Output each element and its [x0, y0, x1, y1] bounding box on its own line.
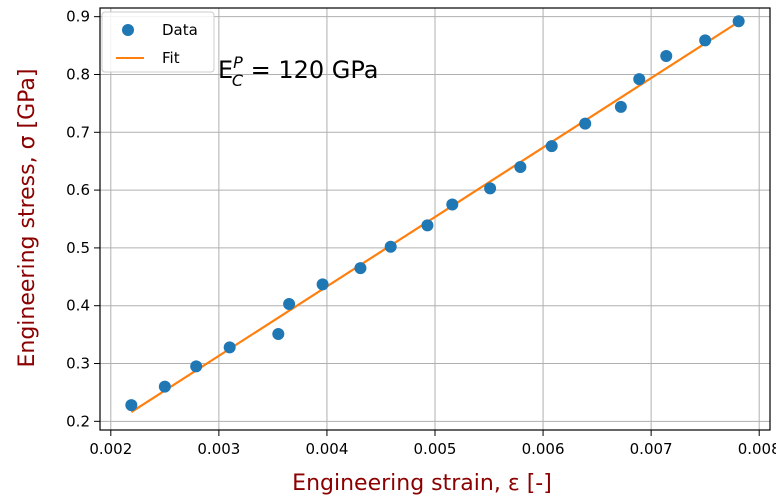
- x-tick-label: 0.007: [630, 440, 673, 458]
- data-point: [354, 262, 367, 275]
- y-tick-label: 0.5: [66, 239, 90, 257]
- y-tick-label: 0.8: [66, 65, 90, 83]
- data-point: [158, 380, 171, 393]
- data-series: [125, 15, 745, 412]
- y-tick-label: 0.6: [66, 181, 90, 199]
- y-tick-label: 0.2: [66, 412, 90, 430]
- data-point: [421, 219, 434, 232]
- x-tick-label: 0.003: [197, 440, 240, 458]
- data-point: [125, 399, 138, 412]
- data-point: [446, 198, 459, 211]
- data-point: [699, 34, 712, 47]
- annotation-superscript: P: [233, 53, 243, 72]
- data-point: [660, 49, 673, 62]
- data-point: [614, 100, 627, 113]
- y-tick-label: 0.7: [66, 123, 90, 141]
- y-axis-ticks: 0.2 0.3 0.4 0.5 0.6 0.7 0.8 0.9: [66, 8, 100, 430]
- x-tick-label: 0.002: [89, 440, 132, 458]
- y-tick-label: 0.9: [66, 8, 90, 26]
- annotation-rest: = 120 GPa: [243, 56, 379, 84]
- y-axis-label: Engineering stress, σ [GPa]: [15, 69, 40, 368]
- data-point: [223, 341, 236, 354]
- legend-fit-label: Fit: [162, 49, 180, 67]
- legend: Data Fit: [101, 11, 215, 73]
- annotation-base: E: [218, 56, 233, 84]
- x-tick-label: 0.008: [738, 440, 776, 458]
- x-tick-label: 0.005: [414, 440, 457, 458]
- annotation-subscript: C: [232, 71, 244, 90]
- data-point: [514, 160, 527, 173]
- data-point: [545, 140, 558, 153]
- data-point: [283, 297, 296, 310]
- x-axis-label: Engineering strain, ε [-]: [292, 471, 552, 496]
- data-point: [633, 73, 646, 86]
- grid: [100, 8, 770, 430]
- x-tick-label: 0.004: [305, 440, 348, 458]
- data-point: [579, 117, 592, 130]
- legend-data-label: Data: [162, 21, 198, 39]
- data-point: [316, 278, 329, 291]
- data-point: [732, 15, 745, 28]
- data-point: [272, 328, 285, 341]
- data-point: [484, 182, 497, 195]
- legend-data-marker: [122, 24, 134, 36]
- data-point: [384, 240, 397, 253]
- x-tick-label: 0.006: [522, 440, 565, 458]
- data-point: [190, 360, 203, 373]
- x-axis-ticks: 0.002 0.003 0.004 0.005 0.006 0.007 0.008: [89, 430, 776, 458]
- y-tick-label: 0.3: [66, 355, 90, 373]
- y-tick-label: 0.4: [66, 297, 90, 315]
- modulus-annotation: EP C = 120 GPa: [218, 53, 379, 90]
